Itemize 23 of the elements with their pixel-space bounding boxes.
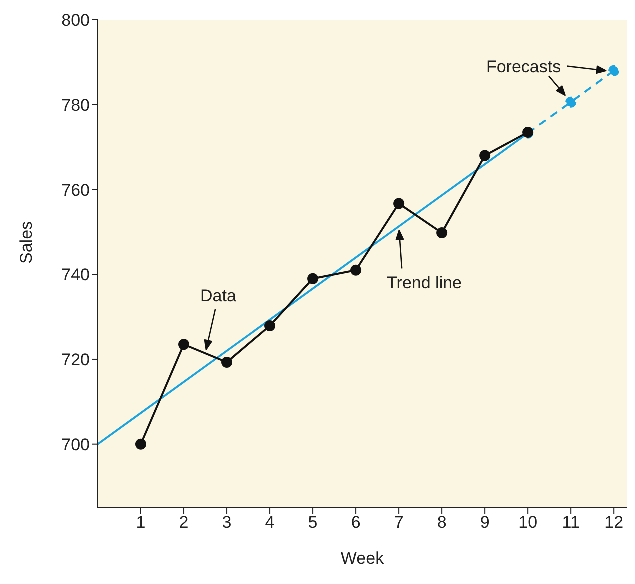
- y-axis-title: Sales: [17, 221, 36, 264]
- x-tick-label: 3: [222, 513, 232, 532]
- y-tick-label: 760: [62, 180, 90, 200]
- x-tick-label: 6: [351, 513, 361, 532]
- x-tick-label: 2: [179, 513, 189, 532]
- x-tick-label: 11: [562, 513, 580, 532]
- x-tick-label: 1: [136, 513, 146, 532]
- y-tick-label: 700: [62, 435, 90, 454]
- annotation: Data: [200, 286, 237, 306]
- x-tick-label: 5: [308, 513, 318, 532]
- x-axis-title: Week: [340, 549, 385, 568]
- x-tick-label: 9: [480, 513, 490, 532]
- x-tick-label: 12: [604, 513, 624, 532]
- annotation: Trend line: [387, 274, 462, 293]
- annotation: Forecasts: [486, 57, 562, 76]
- y-tick-label: 740: [62, 266, 90, 285]
- x-tick-label: 4: [265, 513, 275, 532]
- x-tick-label: 10: [518, 513, 538, 532]
- y-tick-label: 720: [62, 350, 90, 370]
- y-tick-label: 780: [62, 96, 90, 115]
- y-tick-label: 800: [62, 11, 90, 30]
- x-tick-label: 7: [394, 513, 404, 532]
- x-tick-label: 8: [437, 513, 447, 532]
